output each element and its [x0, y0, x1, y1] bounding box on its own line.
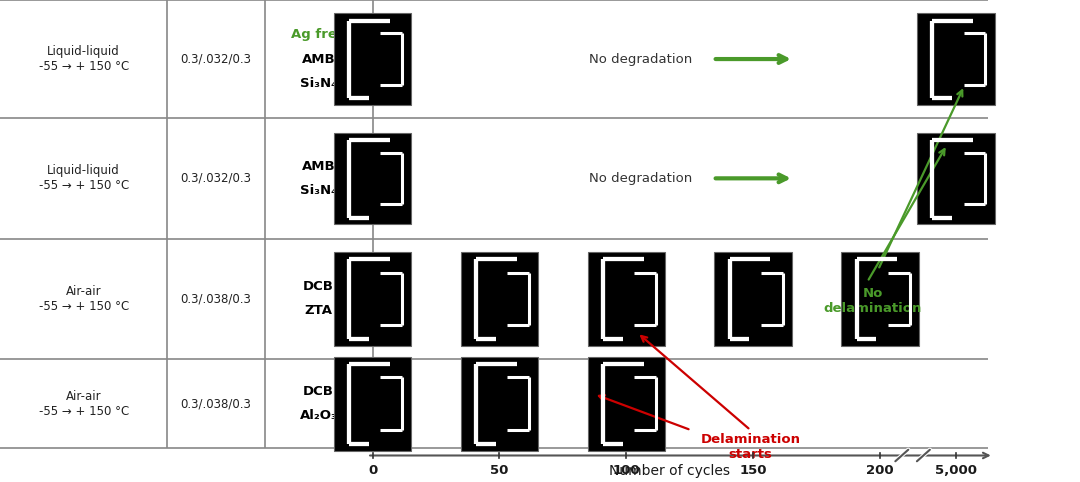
Text: Liquid-liquid
-55 → + 150 °C: Liquid-liquid -55 → + 150 °C: [39, 45, 129, 73]
Bar: [841, 252, 919, 346]
Text: Air-air
-55 → + 150 °C: Air-air -55 → + 150 °C: [39, 389, 129, 418]
Text: ZTA: ZTA: [305, 305, 333, 317]
Text: No
delamination: No delamination: [823, 287, 922, 315]
Bar: [334, 357, 411, 451]
Text: 50: 50: [490, 464, 509, 477]
Text: Al₂O₃: Al₂O₃: [300, 409, 337, 422]
Text: AMB: AMB: [301, 53, 336, 66]
Text: 0.3/.032/0.3: 0.3/.032/0.3: [180, 172, 252, 185]
Bar: [917, 13, 995, 105]
Text: 150: 150: [740, 464, 767, 477]
Bar: [917, 133, 995, 224]
Bar: [588, 252, 665, 346]
Text: Number of cycles: Number of cycles: [609, 464, 730, 478]
Text: Air-air
-55 → + 150 °C: Air-air -55 → + 150 °C: [39, 285, 129, 313]
Text: Si₃N₄: Si₃N₄: [300, 77, 337, 90]
Text: Ag free: Ag free: [292, 28, 346, 41]
Text: Liquid-liquid
-55 → + 150 °C: Liquid-liquid -55 → + 150 °C: [39, 164, 129, 192]
Text: No degradation: No degradation: [589, 172, 692, 185]
Text: 0.3/.038/0.3: 0.3/.038/0.3: [180, 293, 252, 305]
Text: 200: 200: [866, 464, 894, 477]
Bar: [461, 252, 538, 346]
Text: 0.3/.038/0.3: 0.3/.038/0.3: [180, 397, 252, 410]
Bar: [334, 133, 411, 224]
Text: 0: 0: [368, 464, 377, 477]
Bar: [715, 252, 792, 346]
Bar: [461, 357, 538, 451]
Bar: [334, 13, 411, 105]
Text: 0.3/.032/0.3: 0.3/.032/0.3: [180, 53, 252, 66]
Text: 100: 100: [612, 464, 640, 477]
Text: DCB: DCB: [303, 385, 334, 398]
Text: Delamination
starts: Delamination starts: [701, 433, 800, 461]
Bar: [334, 252, 411, 346]
Bar: [588, 357, 665, 451]
Text: Si₃N₄: Si₃N₄: [300, 184, 337, 197]
Text: AMB: AMB: [301, 160, 336, 173]
Text: 5,000: 5,000: [935, 464, 976, 477]
Text: DCB: DCB: [303, 281, 334, 293]
Text: No degradation: No degradation: [589, 53, 692, 66]
